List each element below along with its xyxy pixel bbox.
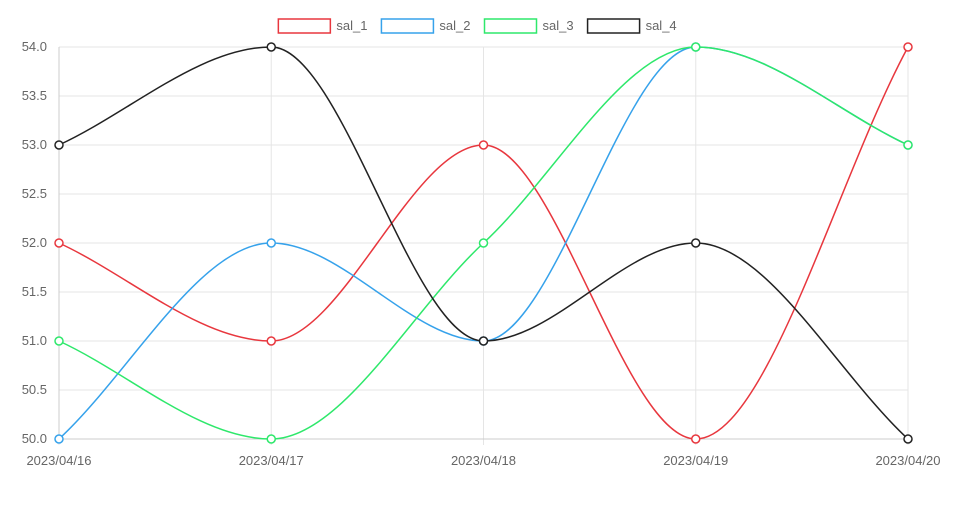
series-line (58, 46, 909, 440)
data-point[interactable] (478, 238, 489, 248)
data-point[interactable] (478, 140, 489, 150)
data-point[interactable] (691, 42, 701, 52)
legend[interactable]: sal_1 sal_2 sal_3 sal_4 (277, 18, 677, 34)
data-point[interactable] (903, 434, 913, 444)
y-tick-label: 53.0 (22, 137, 47, 152)
y-tick-label: 50.0 (22, 431, 47, 446)
data-point[interactable] (478, 336, 489, 346)
data-point[interactable] (54, 434, 64, 444)
y-tick-label: 52.5 (22, 186, 47, 201)
legend-swatch (483, 18, 538, 34)
legend-swatch (277, 18, 332, 34)
y-tick-label: 51.5 (22, 284, 47, 299)
data-point[interactable] (54, 336, 64, 346)
legend-item-sal_4[interactable]: sal_4 (586, 18, 677, 34)
legend-label: sal_2 (439, 18, 470, 33)
series-line (58, 46, 909, 440)
series-sal_1 (54, 42, 913, 444)
data-point[interactable] (903, 42, 913, 52)
legend-swatch (380, 18, 435, 34)
axes: 50.0 50.5 51.0 51.5 52.0 52.5 53.0 53.5 54.0 2023… (22, 39, 941, 468)
x-tick-label: 2023/04/19 (663, 453, 728, 468)
data-point[interactable] (691, 238, 701, 248)
y-tick-label: 51.0 (22, 333, 47, 348)
data-point[interactable] (691, 434, 701, 444)
x-tick-label: 2023/04/18 (451, 453, 516, 468)
legend-label: sal_3 (543, 18, 574, 33)
data-point[interactable] (266, 238, 276, 248)
series-lines (54, 42, 913, 444)
x-tick-label: 2023/04/17 (239, 453, 304, 468)
data-point[interactable] (903, 140, 913, 150)
y-tick-label: 54.0 (22, 39, 47, 54)
data-point[interactable] (54, 238, 64, 248)
y-tick-label: 52.0 (22, 235, 47, 250)
legend-item-sal_2[interactable]: sal_2 (380, 18, 471, 34)
data-point[interactable] (266, 42, 276, 52)
data-point[interactable] (266, 336, 276, 346)
y-tick-label: 53.5 (22, 88, 47, 103)
data-point[interactable] (54, 140, 64, 150)
y-tick-label: 50.5 (22, 382, 47, 397)
legend-label: sal_1 (336, 18, 367, 33)
legend-item-sal_3[interactable]: sal_3 (483, 18, 574, 34)
series-sal_3 (54, 42, 913, 444)
legend-item-sal_1[interactable]: sal_1 (277, 18, 367, 34)
x-tick-label: 2023/04/20 (875, 453, 940, 468)
series-sal_4 (54, 42, 913, 444)
legend-swatch (586, 18, 641, 34)
legend-label: sal_4 (646, 18, 677, 33)
x-tick-label: 2023/04/16 (26, 453, 91, 468)
data-point[interactable] (266, 434, 276, 444)
